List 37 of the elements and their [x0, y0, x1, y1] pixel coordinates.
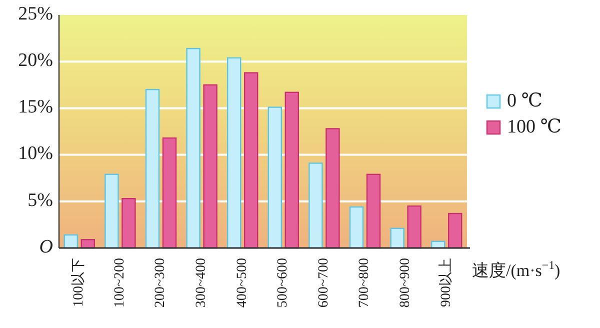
bar — [448, 212, 462, 249]
bar — [349, 206, 364, 249]
y-tick-label: 20% — [18, 50, 54, 71]
bar — [390, 228, 404, 249]
bar — [268, 106, 282, 249]
x-tick-label: 500~600 — [276, 258, 291, 308]
bar — [145, 88, 160, 249]
x-tick-label: 600~700 — [316, 258, 332, 308]
x-tick-label: 100~200 — [112, 258, 128, 308]
x-tick-label: 700~800 — [357, 258, 372, 308]
bar — [203, 84, 218, 249]
bar — [326, 128, 340, 249]
x-axis-title: 速度/(m·s$^{−1}$) — [472, 258, 560, 280]
bar — [407, 205, 422, 249]
x-tick-label: 300~400 — [194, 258, 210, 308]
bar — [186, 48, 200, 249]
bar — [122, 198, 136, 249]
bar — [284, 92, 299, 249]
y-tick-label: 10% — [18, 143, 54, 164]
y-tick-label: 5% — [28, 190, 54, 211]
legend-label: 100 ℃ — [507, 116, 562, 138]
y-tick-label: O — [39, 236, 54, 258]
x-tick-label: 800~900 — [398, 258, 414, 308]
x-tick-label: 400~500 — [234, 258, 250, 308]
bar — [162, 137, 177, 249]
bar — [244, 72, 258, 249]
bar — [227, 57, 242, 249]
bar — [366, 174, 381, 249]
bar — [308, 162, 323, 249]
bar — [64, 234, 78, 249]
y-tick-label: 25% — [18, 3, 54, 24]
x-tick-label: 900以上 — [438, 258, 454, 307]
bar — [104, 174, 119, 249]
y-tick-label: 15% — [18, 96, 54, 118]
x-tick-label: 200~300 — [153, 258, 168, 308]
legend-label: 0 ℃ — [507, 90, 543, 112]
x-tick-label: 100以下 — [70, 258, 87, 307]
